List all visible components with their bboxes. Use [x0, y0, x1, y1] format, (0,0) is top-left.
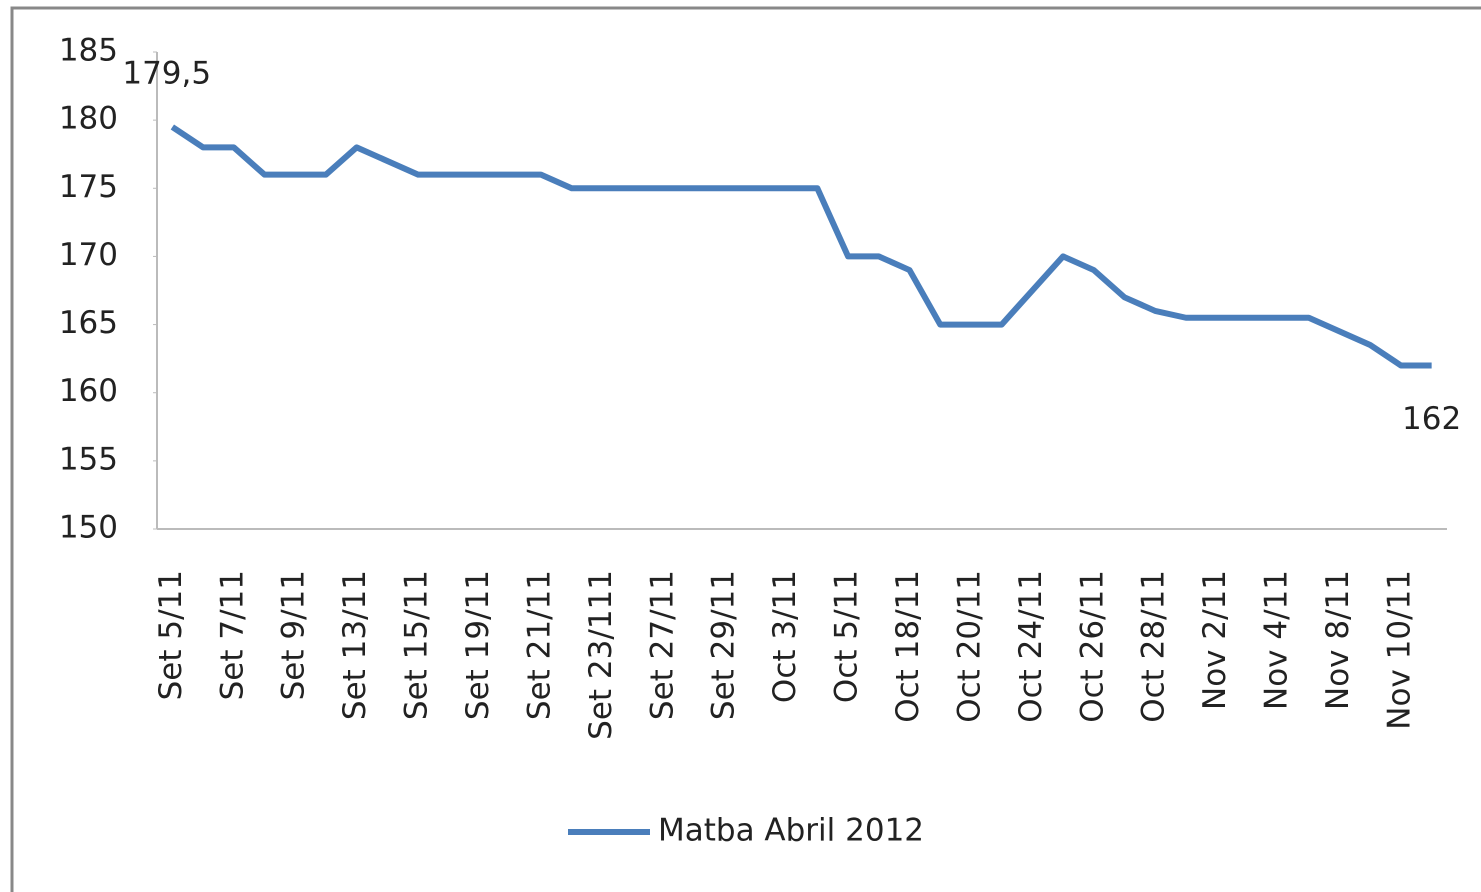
x-tick-label: Set 29/11	[706, 570, 742, 720]
y-tick-label: 180	[59, 101, 118, 137]
y-tick-label: 155	[59, 441, 118, 477]
data-label: 179,5	[122, 55, 211, 91]
y-tick-label: 175	[59, 169, 118, 205]
y-tick-label: 185	[59, 33, 118, 69]
x-tick-label: Nov 8/11	[1320, 570, 1356, 710]
chart-border	[10, 6, 1481, 892]
y-tick-label: 150	[59, 510, 118, 546]
x-tick-label: Set 15/11	[399, 570, 435, 720]
x-tick-label: Oct 24/11	[1013, 570, 1049, 723]
y-tick-label: 160	[59, 373, 118, 409]
line	[170, 124, 1432, 369]
data-label: 162	[1402, 401, 1461, 437]
x-tick-label: Oct 3/11	[767, 570, 803, 703]
y-tick-label: 170	[59, 237, 118, 273]
x-tick-label: Set 19/11	[460, 570, 496, 720]
x-tick-label: Oct 18/11	[890, 570, 926, 723]
x-tick-label: Oct 28/11	[1136, 570, 1172, 723]
x-tick-label: Set 7/11	[214, 570, 250, 700]
x-tick-label: Nov 10/11	[1381, 570, 1417, 730]
x-tick-label: Set 21/11	[521, 570, 557, 720]
x-tick-label: Oct 20/11	[951, 570, 987, 723]
x-tick-label: Set 23/111	[583, 570, 619, 740]
x-tick-label: Oct 5/11	[829, 570, 865, 703]
x-tick-label: Set 5/11	[153, 570, 189, 700]
x-tick-label: Nov 2/11	[1197, 570, 1233, 710]
x-tick-label: Set 13/11	[337, 570, 373, 720]
x-tick-label: Oct 26/11	[1074, 570, 1110, 723]
legend-label: Matba Abril 2012	[658, 813, 924, 849]
y-tick-label: 165	[59, 305, 118, 341]
x-tick-label: Set 27/11	[644, 570, 680, 720]
x-tick-label: Set 9/11	[276, 570, 312, 700]
x-tick-label: Nov 4/11	[1259, 570, 1295, 710]
